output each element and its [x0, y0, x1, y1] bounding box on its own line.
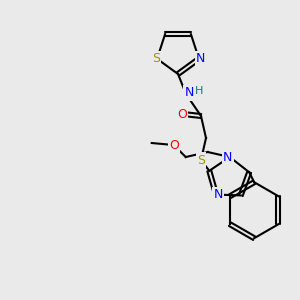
Text: O: O — [169, 139, 179, 152]
Text: N: N — [223, 151, 232, 164]
Text: S: S — [197, 154, 205, 166]
Text: N: N — [184, 86, 194, 100]
Text: H: H — [195, 86, 203, 96]
Text: N: N — [213, 188, 223, 201]
Text: O: O — [177, 107, 187, 121]
Text: S: S — [152, 52, 160, 65]
Text: N: N — [196, 52, 206, 65]
